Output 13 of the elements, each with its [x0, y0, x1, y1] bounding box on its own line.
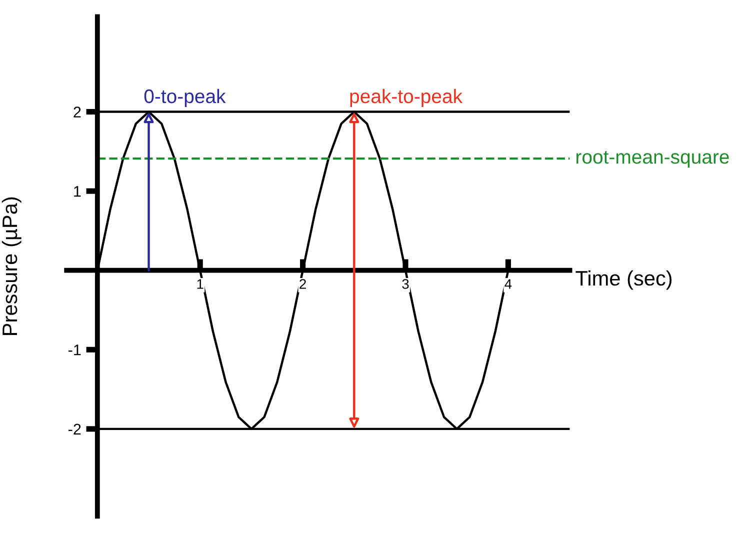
x-tick-label: 2 [300, 279, 306, 289]
y-axis-title: Pressure (µPa) [2, 197, 22, 335]
x-tick-label: 1 [197, 279, 204, 289]
annotation: peak-to-peak [350, 88, 463, 108]
ref-line-label: root-mean-square [576, 151, 729, 168]
x-tick-label: 3 [402, 279, 409, 289]
y-tick-label: -2 [68, 424, 81, 434]
y-tick-label: 2 [74, 106, 81, 118]
y-tick-label: 1 [74, 186, 81, 197]
annotation: 0-to-peak [144, 88, 226, 108]
x-axis-title: Time (sec) [576, 270, 672, 290]
x-tick-label: 4 [504, 279, 512, 289]
y-tick-label: -1 [68, 344, 81, 356]
